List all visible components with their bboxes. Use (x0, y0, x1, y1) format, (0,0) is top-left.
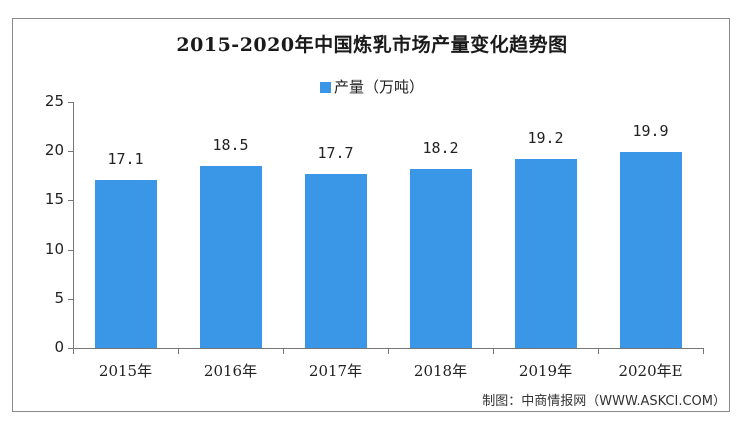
bar-value-label: 18.2 (422, 138, 459, 157)
y-tick-label: 10 (44, 239, 64, 258)
bar-value-label: 17.1 (107, 149, 144, 168)
legend-swatch (319, 82, 331, 93)
y-tick-mark (68, 102, 73, 103)
y-tick-mark (68, 200, 73, 202)
bar (619, 152, 682, 348)
bar (199, 165, 262, 348)
y-tick-label: 0 (54, 338, 64, 356)
x-category-label: 2015年 (98, 362, 153, 380)
bar (304, 173, 367, 348)
bar-value-label: 19.2 (527, 129, 564, 148)
bar-value-label: 18.5 (212, 135, 249, 154)
bar (514, 159, 577, 348)
chart-title: 2015-2020年中国炼乳市场产量变化趋势图 (176, 34, 568, 56)
legend: 产量（万吨） (0, 76, 744, 97)
y-tick-mark (68, 249, 73, 251)
bar-value-label: 17.7 (317, 143, 354, 162)
y-tick-mark (68, 298, 73, 300)
y-tick-label: 20 (44, 141, 64, 160)
x-tick-mark (283, 348, 284, 354)
x-category-label: 2020年E (618, 362, 683, 380)
bar (409, 168, 472, 348)
x-tick-mark (493, 348, 494, 354)
legend-label: 产量（万吨） (333, 78, 424, 96)
x-category-label: 2019年 (518, 362, 573, 380)
x-tick-mark (388, 348, 389, 354)
x-tick-mark (703, 348, 704, 354)
y-tick-mark (68, 151, 73, 153)
x-tick-mark (73, 348, 74, 354)
y-tick-label: 25 (44, 92, 64, 110)
y-tick-mark (68, 348, 73, 349)
y-tick-label: 5 (54, 288, 64, 307)
bar-value-label: 19.9 (632, 122, 669, 141)
y-tick-label: 15 (44, 190, 64, 209)
x-tick-mark (598, 348, 599, 354)
x-category-label: 2016年 (203, 362, 258, 380)
bar (94, 179, 157, 348)
x-category-label: 2017年 (308, 362, 363, 380)
source-credit: 制图：中商情报网（WWW.ASKCI.COM） (482, 394, 726, 409)
x-category-label: 2018年 (413, 362, 468, 380)
x-tick-mark (178, 348, 179, 354)
y-axis (73, 102, 74, 349)
